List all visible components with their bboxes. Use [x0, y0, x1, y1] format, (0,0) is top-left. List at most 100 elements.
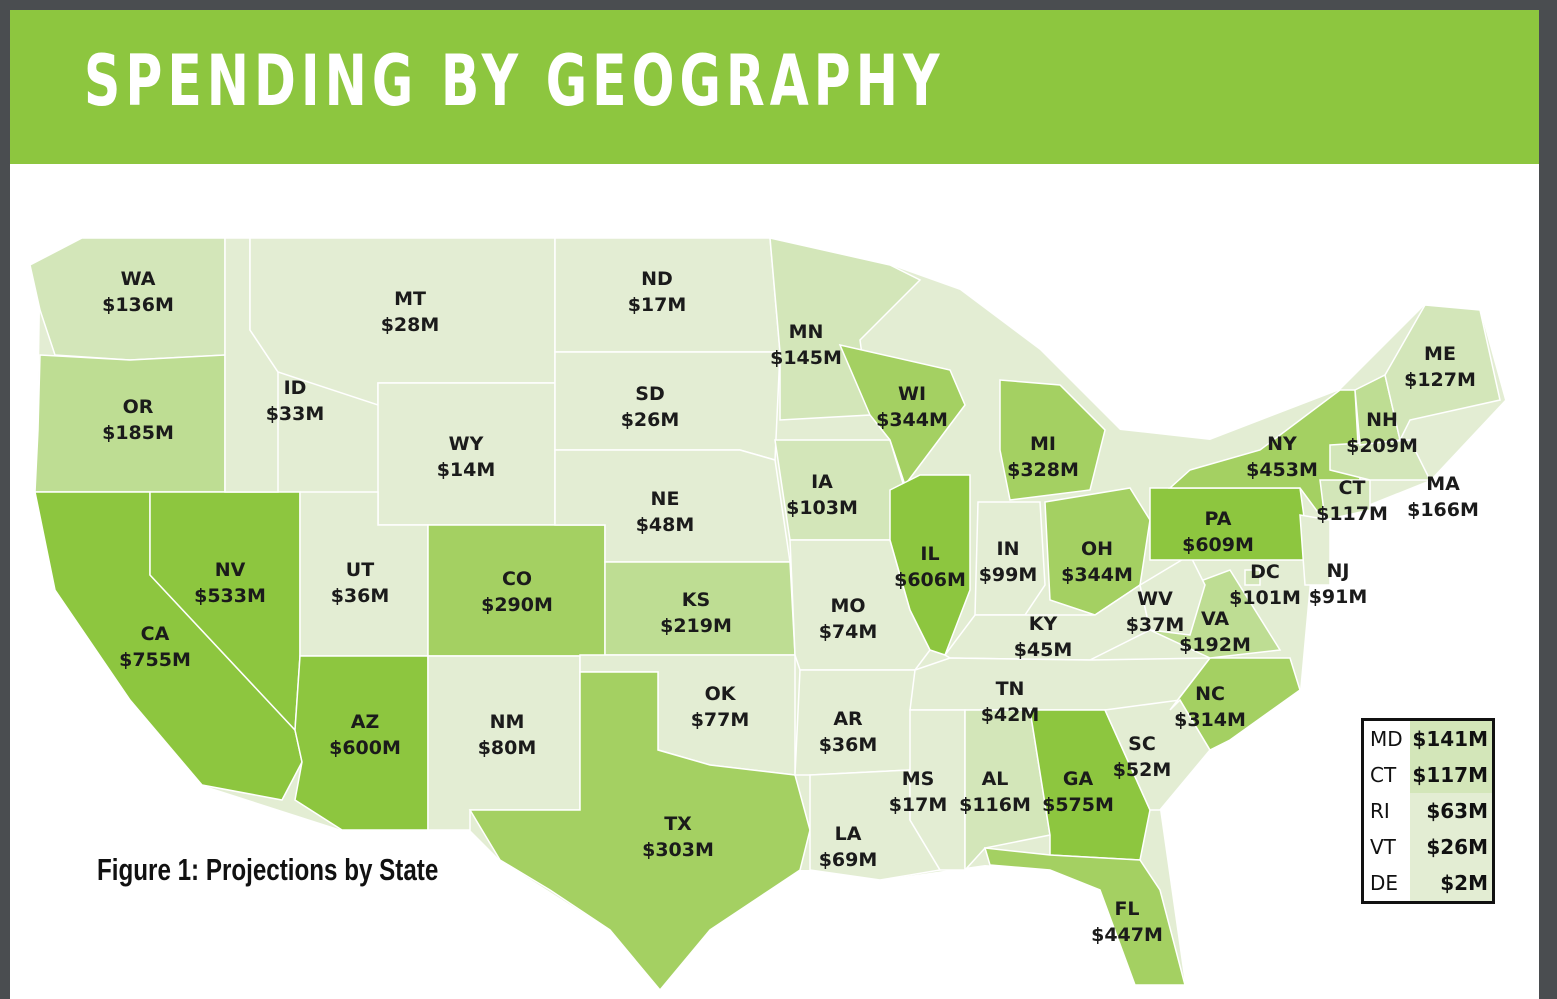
header-banner: SPENDING BY GEOGRAPHY: [10, 10, 1539, 164]
state-shape-nc: [1169, 657, 1301, 751]
state-value-mt: $28M: [381, 314, 440, 336]
state-label-wy: WY: [449, 433, 484, 455]
state-value-dc: $101M: [1229, 587, 1301, 609]
state-label-nj: NJ: [1327, 560, 1350, 582]
state-value-oh: $344M: [1061, 564, 1133, 586]
state-value-nh: $209M: [1346, 435, 1418, 457]
state-shape-ct: [1319, 479, 1371, 521]
state-label-ct: CT: [1339, 477, 1366, 499]
table-row: RI $63M: [1364, 793, 1492, 829]
state-shape-ia: [774, 439, 906, 541]
state-label-ia: IA: [811, 471, 833, 493]
state-label-nh: NH: [1366, 409, 1398, 431]
state-value-nm: $80M: [478, 737, 537, 759]
us-map: WA $136M OR $185M CA $755M NV $533M ID $33M MT $28M…: [29, 237, 1505, 992]
state-label-al: AL: [982, 768, 1009, 790]
state-label-tn: TN: [996, 678, 1025, 700]
table-state-value: $2M: [1410, 865, 1492, 901]
state-label-ok: OK: [705, 683, 737, 705]
state-value-nv: $533M: [194, 585, 266, 607]
state-value-nd: $17M: [628, 294, 687, 316]
state-label-sd: SD: [635, 383, 664, 405]
table-state-value: $117M: [1410, 757, 1492, 793]
state-value-ne: $48M: [636, 514, 695, 536]
table-row: CT $117M: [1364, 757, 1492, 793]
small-states-table: MD $141M CT $117M RI $63M VT $26M DE $2M: [1361, 718, 1495, 904]
table-state-value: $63M: [1410, 793, 1492, 829]
state-label-ms: MS: [902, 768, 935, 790]
state-value-mn: $145M: [770, 347, 842, 369]
table-state-abbr: RI: [1370, 799, 1390, 823]
table-state-abbr: CT: [1370, 763, 1397, 787]
state-value-mi: $328M: [1007, 459, 1079, 481]
state-value-fl: $447M: [1091, 924, 1163, 946]
state-value-or: $185M: [102, 422, 174, 444]
state-shape-mi: [999, 379, 1106, 501]
state-value-mo: $74M: [819, 621, 878, 643]
table-state-value: $26M: [1410, 829, 1492, 865]
state-shape-al: [964, 709, 1051, 872]
state-label-ga: GA: [1063, 768, 1094, 790]
state-value-ga: $575M: [1042, 794, 1114, 816]
state-label-me: ME: [1424, 343, 1456, 365]
state-label-wi: WI: [898, 383, 926, 405]
state-value-ca: $755M: [119, 649, 191, 671]
state-shape-ms: [909, 709, 966, 871]
state-value-la: $69M: [819, 849, 878, 871]
state-label-nd: ND: [641, 268, 673, 290]
state-value-nc: $314M: [1174, 709, 1246, 731]
table-state-abbr: MD: [1370, 727, 1403, 751]
state-shape-in: [974, 501, 1046, 616]
state-value-ky: $45M: [1014, 639, 1073, 661]
state-label-mo: MO: [830, 595, 865, 617]
state-value-in: $99M: [979, 564, 1038, 586]
state-label-nv: NV: [215, 559, 246, 581]
state-value-nj: $91M: [1309, 586, 1368, 608]
table-row: MD $141M: [1364, 721, 1492, 757]
state-shape-me: [1384, 304, 1501, 443]
state-label-mn: MN: [789, 321, 824, 343]
state-label-sc: SC: [1128, 733, 1156, 755]
state-label-ne: NE: [651, 488, 680, 510]
state-label-nm: NM: [490, 711, 525, 733]
state-value-il: $606M: [894, 569, 966, 591]
state-value-ms: $17M: [889, 794, 948, 816]
state-value-ma: $166M: [1407, 499, 1479, 521]
table-row: VT $26M: [1364, 829, 1492, 865]
state-label-or: OR: [123, 396, 154, 418]
state-value-pa: $609M: [1182, 534, 1254, 556]
state-value-az: $600M: [329, 737, 401, 759]
document-page: SPENDING BY GEOGRAPHY WA $136M OR $185M CA $7…: [10, 10, 1539, 999]
state-shape-fl: [983, 847, 1186, 986]
state-label-mt: MT: [394, 288, 426, 310]
state-label-tx: TX: [664, 813, 692, 835]
state-label-ky: KY: [1029, 613, 1058, 635]
state-value-tn: $42M: [981, 704, 1040, 726]
state-label-wa: WA: [121, 268, 156, 290]
state-value-co: $290M: [481, 594, 553, 616]
state-label-mi: MI: [1030, 433, 1056, 455]
state-value-id: $33M: [266, 403, 325, 425]
state-value-wv: $37M: [1126, 614, 1185, 636]
state-label-in: IN: [997, 538, 1020, 560]
state-label-wv: WV: [1137, 588, 1173, 610]
state-value-wi: $344M: [876, 409, 948, 431]
state-label-la: LA: [835, 823, 862, 845]
state-label-il: IL: [920, 543, 939, 565]
state-value-al: $116M: [959, 794, 1031, 816]
state-label-ut: UT: [346, 559, 374, 581]
state-label-oh: OH: [1081, 538, 1113, 560]
state-label-va: VA: [1201, 608, 1229, 630]
state-value-ok: $77M: [691, 709, 750, 731]
state-value-ks: $219M: [660, 615, 732, 637]
state-value-va: $192M: [1179, 634, 1251, 656]
state-shape-sd: [554, 351, 781, 461]
state-shape-sc: [1103, 699, 1211, 811]
state-value-ia: $103M: [786, 497, 858, 519]
state-value-ut: $36M: [331, 585, 390, 607]
state-label-nc: NC: [1195, 683, 1225, 705]
state-shape-dc: [1244, 569, 1261, 586]
state-value-ny: $453M: [1246, 459, 1318, 481]
state-label-ar: AR: [833, 708, 863, 730]
table-row: DE $2M: [1364, 865, 1492, 901]
